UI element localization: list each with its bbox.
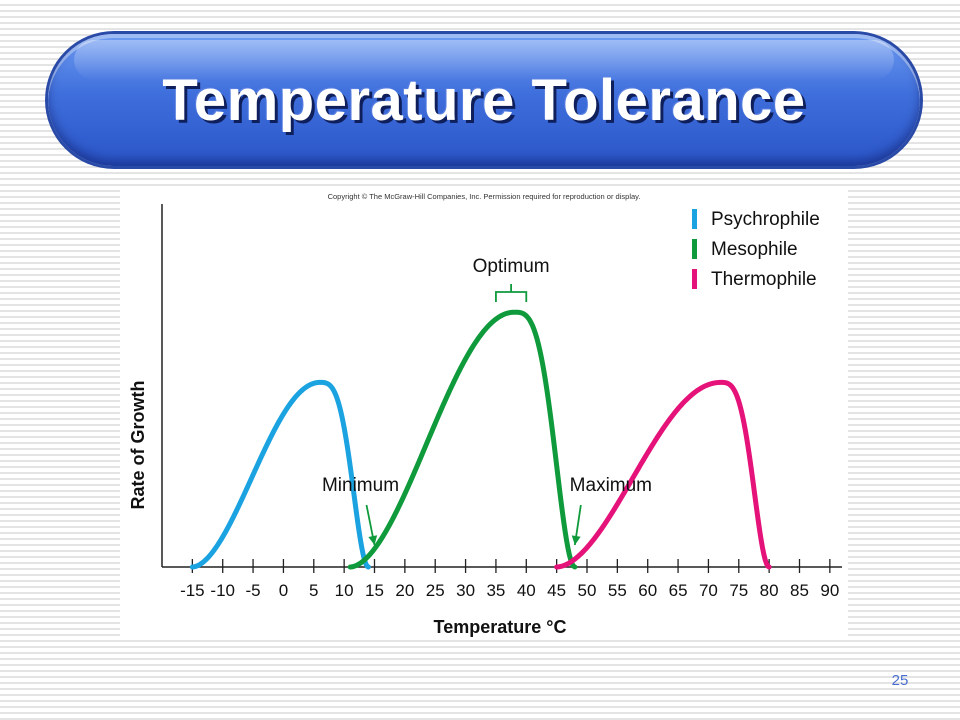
- x-tick-label: 65: [669, 581, 688, 600]
- x-tick-label: 75: [729, 581, 748, 600]
- maximum-arrow-head: [571, 535, 581, 545]
- curve-thermophile: [554, 379, 772, 570]
- curve-mesophile: [347, 309, 578, 570]
- axes: [161, 204, 842, 573]
- x-tick-label: 5: [309, 581, 318, 600]
- legend-label-mesophile: Mesophile: [711, 239, 798, 260]
- x-tick-label: 55: [608, 581, 627, 600]
- x-tick-label: 0: [279, 581, 288, 600]
- x-tick-label: 50: [578, 581, 597, 600]
- annotations: Optimum Minimum Maximum: [322, 256, 652, 546]
- temperature-growth-chart: -15 -10 -5 0 5 10 15 20 25 30 35 40 45 50 55 60 65 70 75 80…: [128, 204, 842, 637]
- optimum-label: Optimum: [473, 256, 550, 277]
- legend-swatch-thermophile: [692, 269, 697, 289]
- x-tick-label: 35: [486, 581, 505, 600]
- x-tick-label: 30: [456, 581, 475, 600]
- legend-swatch-mesophile: [692, 239, 697, 259]
- slide-number: 25: [891, 672, 909, 689]
- x-tick-label: -15: [180, 581, 205, 600]
- minimum-label: Minimum: [322, 475, 399, 496]
- x-tick-label: 60: [638, 581, 657, 600]
- x-tick-label: -10: [210, 581, 235, 600]
- x-tick-label: 40: [517, 581, 536, 600]
- x-tick-label: -5: [246, 581, 261, 600]
- x-tick-label: 20: [395, 581, 414, 600]
- x-tick-label: 70: [699, 581, 718, 600]
- x-axis-label: Temperature °C: [434, 617, 567, 637]
- legend-label-psychrophile: Psychrophile: [711, 209, 820, 230]
- legend-swatch-psychrophile: [692, 209, 697, 229]
- copyright-notice: Copyright © The McGraw-Hill Companies, I…: [327, 192, 641, 201]
- x-tick-label: 15: [365, 581, 384, 600]
- x-tick-label: 10: [335, 581, 354, 600]
- y-axis-label: Rate of Growth: [128, 381, 148, 510]
- legend-label-thermophile: Thermophile: [711, 269, 817, 290]
- x-tick-label: 25: [426, 581, 445, 600]
- minimum-arrow-head: [368, 535, 378, 545]
- x-tick-labels: -15 -10 -5 0 5 10 15 20 25 30 35 40 45 50 55 60 65 70 75 80…: [180, 581, 839, 600]
- growth-curves: [189, 309, 772, 570]
- figure-panel: -15 -10 -5 0 5 10 15 20 25 30 35 40 45 50 55 60 65 70 75 80…: [120, 190, 848, 638]
- x-tick-label: 45: [547, 581, 566, 600]
- legend: Psychrophile Mesophile Thermophile: [692, 209, 820, 290]
- maximum-label: Maximum: [570, 475, 652, 496]
- curve-psychrophile: [189, 379, 371, 570]
- title-banner: Temperature Tolerance: [48, 34, 920, 166]
- optimum-bracket: [495, 284, 528, 302]
- x-tick-label: 85: [790, 581, 809, 600]
- page-title: Temperature Tolerance: [162, 68, 806, 133]
- x-tick-label: 90: [820, 581, 839, 600]
- x-tick-label: 80: [760, 581, 779, 600]
